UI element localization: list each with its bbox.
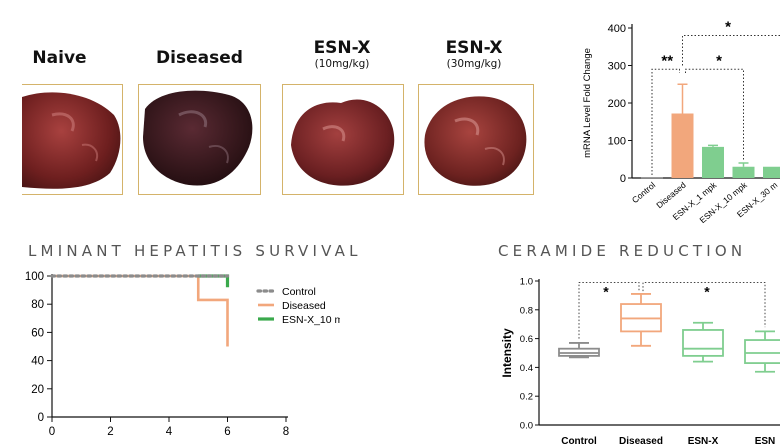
survival-y-tick-label: 80 <box>31 299 44 311</box>
box-significance-mark: * <box>603 283 609 299</box>
box-y-tick-label: 0.0 <box>520 421 533 432</box>
bar-significance-mark: * <box>725 19 731 36</box>
survival-y-tick-label: 20 <box>31 384 44 396</box>
bar-significance-mark: ** <box>661 52 673 69</box>
survival-x-tick-label: 6 <box>224 426 230 438</box>
survival-series-line <box>198 274 230 288</box>
survival-legend-label: ESN-X_10 mpk <box>282 314 340 326</box>
liver-label-esn-30: ESN-X <box>445 38 503 58</box>
liver-label-naive: Naive <box>32 48 87 68</box>
survival-chart-title: LMINANT HEPATITIS SURVIVAL <box>28 242 362 260</box>
survival-series-line <box>52 274 229 347</box>
bar <box>671 113 694 178</box>
ceramide-box-plot-plot: 0.0 0.2 0.4 0.6 0.8 1.0 Intensity Control Diseas… <box>500 277 780 445</box>
survival-y-tick-label: 40 <box>31 356 44 368</box>
box-significance-bracket <box>578 281 640 339</box>
bar-y-tick-label: 100 <box>608 136 626 148</box>
liver-label-diseased: Diseased <box>156 48 243 68</box>
bar-significance-bracket <box>682 35 780 66</box>
survival-legend-label: Diseased <box>282 300 326 312</box>
survival-legend-label: Control <box>282 286 316 298</box>
bar-y-tick-label: 0 <box>620 173 626 185</box>
box-category-label: ESN <box>755 436 776 445</box>
liver-image-naive <box>22 84 123 195</box>
survival-x-tick-label: 8 <box>283 426 289 438</box>
liver-image-esn-30 <box>418 84 534 195</box>
bar-significance-mark: * <box>716 52 722 69</box>
bar-y-axis-label: mRNA Level Fold Change <box>582 48 593 158</box>
box-category-label: Diseased <box>619 436 663 445</box>
ceramide-chart-title: CERAMIDE REDUCTION <box>498 242 747 260</box>
bar <box>732 166 755 178</box>
bar-y-tick-label: 400 <box>608 23 626 35</box>
liver-label-esn-10: ESN-X <box>313 38 371 58</box>
survival-line-chart: 0 20 40 60 80 100 0 2 4 6 8 Control Diseased ESN-X_10… <box>25 271 340 438</box>
liver-sublabel-esn-10: (10mg/kg) <box>314 58 370 70</box>
bar-significance-bracket <box>651 68 680 175</box>
survival-x-tick-label: 2 <box>107 426 113 438</box>
bar-significance-bracket <box>685 68 744 162</box>
liver-image-esn-10 <box>282 84 404 195</box>
mrna-bar-chart-plot: 0 100 200 300 400 mRNA Level Fold Change Contr… <box>582 19 780 225</box>
box-y-tick-label: 0.4 <box>520 363 533 374</box>
liver-image-diseased <box>138 84 261 195</box>
box-category-label: ESN-X <box>688 436 719 445</box>
bar-y-tick-label: 200 <box>608 98 626 110</box>
bar-y-tick-label: 300 <box>608 61 626 73</box>
liver-sublabel-esn-30: (30mg/kg) <box>446 58 502 70</box>
box-y-tick-label: 0.2 <box>520 392 533 403</box>
box <box>744 339 780 364</box>
box-y-tick-label: 1.0 <box>520 277 533 288</box>
box <box>682 329 724 357</box>
bar-category-label: Control <box>630 180 658 205</box>
box-y-tick-label: 0.8 <box>520 305 533 316</box>
box-y-axis-label: Intensity <box>500 328 514 378</box>
bar <box>702 146 724 178</box>
bar <box>763 166 780 178</box>
box-y-tick-label: 0.6 <box>520 334 533 345</box>
survival-line-chart-plot: 0 20 40 60 80 100 0 2 4 6 8 Control Diseased ESN-X_10… <box>25 271 340 438</box>
survival-y-tick-label: 100 <box>25 271 44 283</box>
ceramide-box-plot: 0.0 0.2 0.4 0.6 0.8 1.0 Intensity Control Diseas… <box>500 277 780 445</box>
survival-x-tick-label: 4 <box>166 426 173 438</box>
box-significance-mark: * <box>704 283 710 299</box>
box-category-label: Control <box>561 436 597 445</box>
bar <box>641 177 663 179</box>
survival-x-tick-label: 0 <box>49 426 55 438</box>
survival-y-tick-label: 60 <box>31 327 44 339</box>
mrna-bar-chart: 0 100 200 300 400 mRNA Level Fold Change Contr… <box>582 19 780 225</box>
box-significance-bracket <box>642 281 766 328</box>
survival-y-tick-label: 0 <box>38 412 44 424</box>
